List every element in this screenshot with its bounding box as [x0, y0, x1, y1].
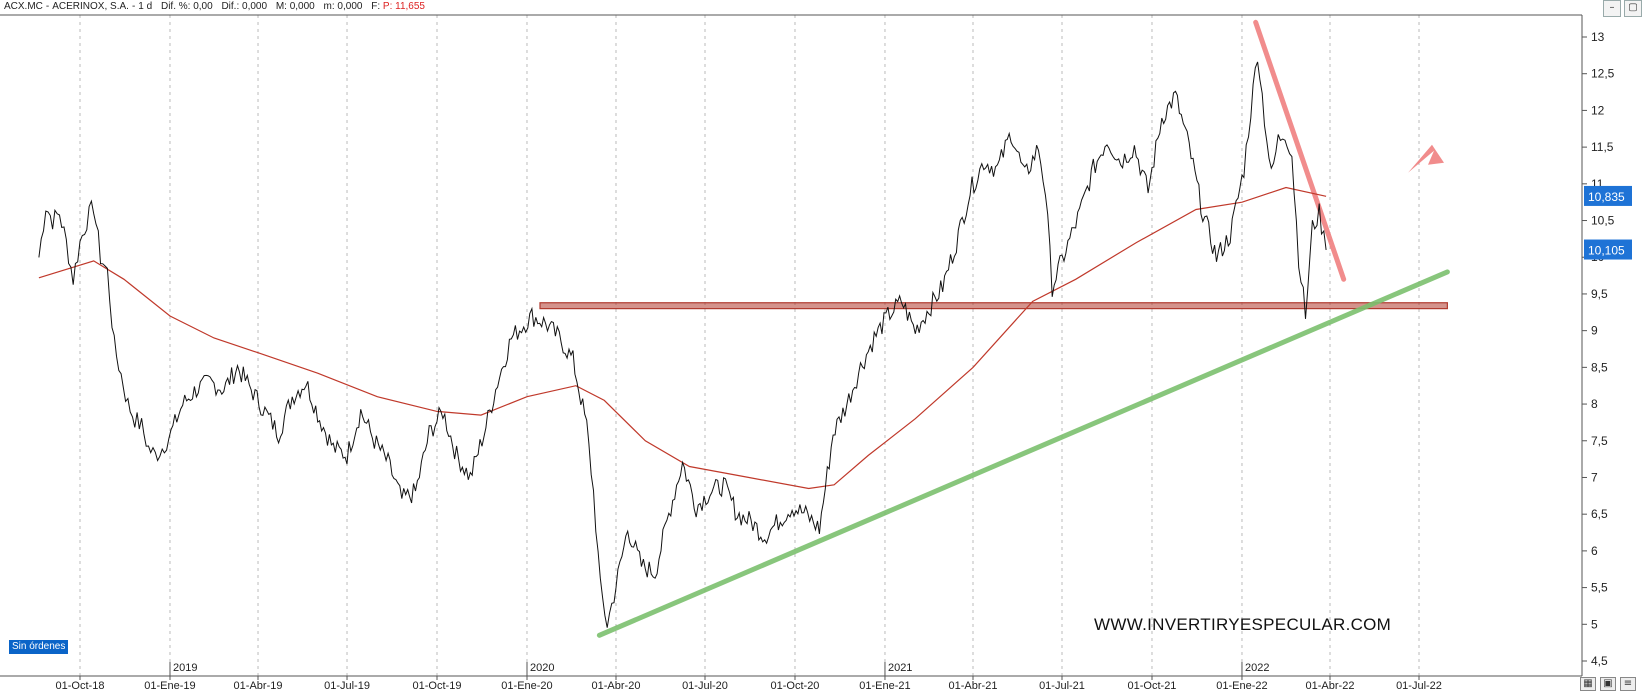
- header-symbol: ACX.MC: [4, 1, 43, 12]
- header-last-price: P: 11,655: [382, 1, 425, 12]
- moving-average-line: [38, 186, 1327, 490]
- maximize-button[interactable]: ▢: [1624, 0, 1642, 17]
- y-tick-label: 9: [1591, 324, 1598, 338]
- y-tick-label: 12: [1591, 103, 1605, 117]
- series: [38, 61, 1327, 628]
- x-tick-label: 01-Ene-20: [501, 680, 552, 692]
- y-tick-label: 5: [1591, 617, 1598, 631]
- save-icon[interactable]: ▣: [1600, 677, 1616, 691]
- price-line: [38, 61, 1327, 628]
- y-tick-label: 10,5: [1591, 214, 1615, 228]
- header-dif: Dif.: 0,000: [221, 1, 268, 12]
- grid: [79, 15, 1420, 676]
- x-tick-label: 01-Abr-20: [592, 680, 641, 692]
- arrow-icon: [1408, 144, 1444, 173]
- y-tick-label: 13: [1591, 30, 1605, 44]
- x-tick-label: 01-Oct-21: [1128, 680, 1177, 692]
- x-tick-label: 01-Abr-19: [234, 680, 283, 692]
- y-tick-label: 4,5: [1591, 654, 1608, 668]
- support-band: [539, 302, 1448, 310]
- x-tick-label: 01-Oct-20: [771, 680, 820, 692]
- y-tick-label: 7,5: [1591, 434, 1608, 448]
- minimize-button[interactable]: –: [1603, 0, 1621, 17]
- settings-icon[interactable]: ≡: [1620, 677, 1636, 691]
- calendar-icon[interactable]: ▦: [1580, 677, 1596, 691]
- y-tick-label: 8,5: [1591, 360, 1608, 374]
- header-name: ACERINOX, S.A.: [52, 1, 129, 12]
- header-f: F:: [371, 1, 381, 12]
- x-tick-label: 01-Oct-18: [56, 680, 105, 692]
- ma-value-label: 10,835: [1588, 190, 1625, 204]
- y-tick-label: 7: [1591, 470, 1598, 484]
- year-label: 2020: [530, 662, 554, 674]
- arrow-marker: [1408, 144, 1444, 173]
- y-tick-label: 8: [1591, 397, 1598, 411]
- uptrend-trendline: [596, 269, 1450, 638]
- x-tick-label: 01-Oct-19: [413, 680, 462, 692]
- year-label: 2019: [173, 662, 197, 674]
- chart-header: ACX.MC - ACERINOX, S.A. -1 d Dif. %: 0,00 D…: [4, 1, 425, 12]
- last-price-label-bg: [1584, 239, 1632, 260]
- y-tick-label: 11,5: [1591, 140, 1614, 154]
- header-dif-pct: Dif. %: 0,00: [160, 1, 213, 12]
- header-m-lower: m: 0,000: [323, 1, 363, 12]
- downtrend-trendline: [1253, 19, 1347, 282]
- x-tick-label: 01-Jul-21: [1039, 680, 1085, 692]
- year-label: 2021: [888, 662, 912, 674]
- y-tick-label: 6,5: [1591, 507, 1608, 521]
- x-tick-label: 01-Abr-21: [949, 680, 998, 692]
- y-tick-label: 9,5: [1591, 287, 1608, 301]
- no-orders-badge[interactable]: Sin órdenes: [9, 640, 69, 654]
- x-tick-label: 01-Jul-22: [1396, 680, 1442, 692]
- x-tick-label: 01-Jul-20: [682, 680, 728, 692]
- x-tick-label: 01-Abr-22: [1306, 680, 1355, 692]
- x-tick-label: 01-Jul-19: [324, 680, 370, 692]
- ma-value-label-bg: [1584, 185, 1632, 206]
- y-tick-label: 5,5: [1591, 581, 1608, 595]
- bottom-toolbar: ▦ ▣ ≡: [1580, 677, 1640, 691]
- x-tick-label: 01-Ene-21: [859, 680, 910, 692]
- header-m: M: 0,000: [275, 1, 315, 12]
- x-tick-label: 01-Ene-19: [144, 680, 195, 692]
- y-tick-label: 12,5: [1591, 67, 1615, 81]
- y-tick-label: 6: [1591, 544, 1598, 558]
- header-timeframe: 1 d: [138, 1, 153, 12]
- price-labels: 10,835 10,105: [1584, 185, 1632, 260]
- last-price-label: 10,105: [1588, 244, 1625, 258]
- trendlines: [539, 19, 1450, 638]
- year-label: 2022: [1245, 662, 1269, 674]
- axes: 1312,51211,51110,5109,598,587,576,565,55…: [0, 14, 1615, 692]
- watermark-url: WWW.INVERTIRYESPECULAR.COM: [1094, 615, 1392, 634]
- x-tick-label: 01-Ene-22: [1216, 680, 1267, 692]
